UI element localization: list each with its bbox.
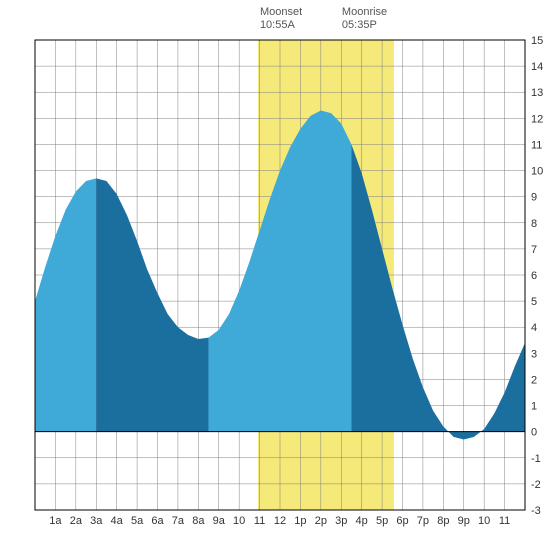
svg-text:14: 14 bbox=[531, 61, 543, 73]
svg-text:4: 4 bbox=[531, 322, 537, 334]
moonrise-text: Moonrise bbox=[342, 6, 387, 18]
svg-text:5: 5 bbox=[531, 296, 537, 308]
svg-text:9a: 9a bbox=[213, 515, 226, 527]
tide-chart: 1a2a3a4a5a6a7a8a9a1011121p2p3p4p5p6p7p8p… bbox=[0, 0, 550, 550]
svg-text:8a: 8a bbox=[192, 515, 205, 527]
svg-text:7: 7 bbox=[531, 244, 537, 256]
moonrise-time: 05:35P bbox=[342, 19, 377, 31]
svg-text:8: 8 bbox=[531, 218, 537, 230]
svg-text:7p: 7p bbox=[417, 515, 429, 527]
svg-text:2p: 2p bbox=[315, 515, 327, 527]
svg-text:11: 11 bbox=[254, 515, 265, 527]
svg-text:3: 3 bbox=[531, 348, 537, 360]
svg-text:11: 11 bbox=[531, 139, 542, 151]
svg-text:8p: 8p bbox=[437, 515, 449, 527]
svg-text:7a: 7a bbox=[172, 515, 185, 527]
moonrise-label: Moonrise 05:35P bbox=[342, 6, 387, 32]
moonset-text: Moonset bbox=[260, 6, 302, 18]
svg-text:6: 6 bbox=[531, 270, 537, 282]
svg-text:12: 12 bbox=[274, 515, 286, 527]
moonset-time: 10:55A bbox=[260, 19, 295, 31]
svg-text:5a: 5a bbox=[131, 515, 144, 527]
svg-text:1p: 1p bbox=[294, 515, 306, 527]
moonset-label: Moonset 10:55A bbox=[260, 6, 302, 32]
svg-text:1a: 1a bbox=[49, 515, 62, 527]
svg-text:13: 13 bbox=[531, 87, 543, 99]
svg-text:11: 11 bbox=[499, 515, 510, 527]
svg-text:3p: 3p bbox=[335, 515, 347, 527]
svg-text:-3: -3 bbox=[531, 505, 541, 517]
svg-text:3a: 3a bbox=[90, 515, 103, 527]
svg-text:10: 10 bbox=[233, 515, 245, 527]
svg-text:2a: 2a bbox=[70, 515, 83, 527]
svg-text:4a: 4a bbox=[111, 515, 124, 527]
svg-text:9p: 9p bbox=[458, 515, 470, 527]
svg-text:6p: 6p bbox=[396, 515, 408, 527]
svg-text:10: 10 bbox=[478, 515, 490, 527]
svg-text:0: 0 bbox=[531, 427, 537, 439]
svg-text:4p: 4p bbox=[356, 515, 368, 527]
svg-text:-2: -2 bbox=[531, 479, 541, 491]
svg-text:5p: 5p bbox=[376, 515, 388, 527]
svg-text:9: 9 bbox=[531, 192, 537, 204]
svg-text:6a: 6a bbox=[151, 515, 164, 527]
chart-svg: 1a2a3a4a5a6a7a8a9a1011121p2p3p4p5p6p7p8p… bbox=[0, 0, 550, 550]
svg-text:12: 12 bbox=[531, 113, 543, 125]
svg-text:15: 15 bbox=[531, 35, 543, 47]
svg-text:-1: -1 bbox=[531, 453, 541, 465]
svg-text:1: 1 bbox=[531, 401, 537, 413]
svg-text:10: 10 bbox=[531, 166, 543, 178]
svg-text:2: 2 bbox=[531, 374, 537, 386]
